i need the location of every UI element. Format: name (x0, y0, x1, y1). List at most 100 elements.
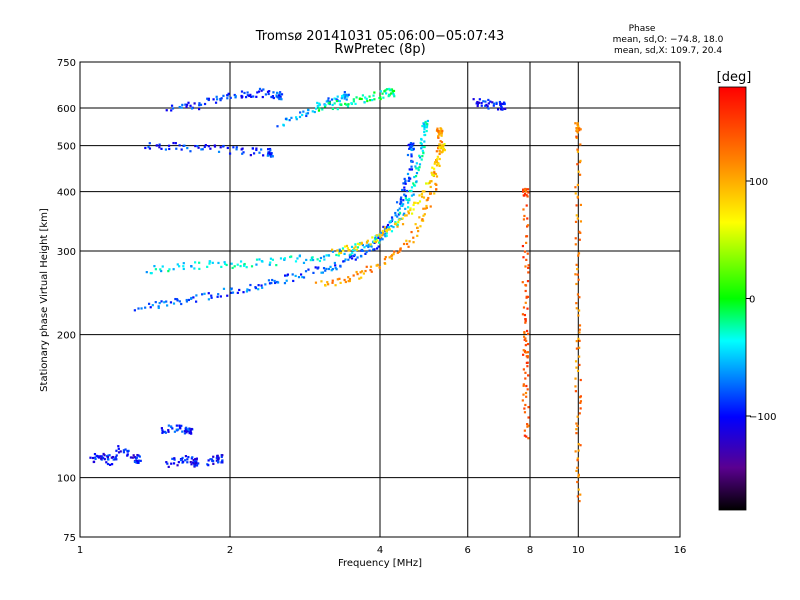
data-point (177, 461, 180, 464)
data-point (421, 218, 424, 221)
data-point (437, 136, 440, 139)
data-point (270, 153, 273, 156)
data-point (381, 234, 384, 237)
data-point (416, 226, 419, 229)
data-point (334, 264, 337, 267)
data-point (302, 261, 306, 264)
data-point (418, 163, 422, 166)
data-point (354, 249, 357, 252)
data-point (233, 265, 236, 268)
data-point (367, 245, 370, 249)
data-point (211, 261, 214, 264)
data-point (106, 456, 110, 459)
data-point (407, 206, 410, 209)
data-point (333, 97, 336, 100)
data-point (328, 102, 331, 106)
data-point (440, 144, 444, 147)
data-point (344, 258, 347, 261)
data-point (384, 89, 387, 92)
data-point (438, 150, 441, 153)
data-point (311, 256, 314, 259)
data-point (236, 291, 239, 294)
data-point (219, 295, 222, 298)
data-point (220, 97, 223, 100)
data-point (158, 146, 161, 149)
data-point (135, 456, 138, 459)
data-point (199, 103, 203, 106)
data-point (129, 456, 133, 459)
data-point (578, 161, 582, 164)
data-point (423, 125, 426, 129)
data-point (348, 279, 351, 283)
x-tick-label: 1 (77, 545, 83, 556)
data-point (204, 144, 207, 147)
data-point (257, 288, 260, 291)
data-point (523, 331, 526, 334)
stats-heading: Phase (629, 24, 656, 34)
data-point (440, 151, 443, 154)
data-point (117, 451, 121, 454)
data-point (250, 265, 254, 268)
data-point (256, 91, 259, 94)
data-point (167, 430, 170, 433)
data-point (183, 430, 186, 433)
data-point (576, 459, 579, 462)
data-point (406, 172, 410, 176)
data-point (234, 95, 237, 98)
data-point (525, 241, 528, 244)
data-point (306, 112, 310, 115)
data-point (334, 284, 337, 287)
data-points (89, 87, 583, 503)
data-point (359, 271, 362, 274)
data-point (385, 234, 388, 238)
data-point (325, 267, 328, 271)
data-point (410, 194, 414, 197)
data-point (338, 248, 341, 251)
data-point (318, 259, 322, 263)
x-axis-ticks: 1 2 4 6 8 10 16 (77, 545, 687, 556)
data-point (316, 258, 319, 261)
data-point (330, 269, 333, 272)
data-point (439, 147, 442, 150)
data-point (184, 427, 187, 430)
data-point (438, 157, 441, 161)
data-point (185, 300, 189, 303)
data-point (575, 302, 578, 305)
data-point (477, 101, 481, 104)
data-point (576, 122, 579, 125)
data-point (294, 260, 298, 263)
data-point (360, 270, 364, 273)
data-point (195, 458, 198, 461)
data-point (235, 148, 238, 151)
data-point (388, 228, 392, 231)
data-point (346, 105, 350, 108)
data-point (295, 118, 298, 121)
data-point (423, 133, 426, 137)
data-point (410, 168, 414, 171)
data-point (378, 233, 381, 236)
data-point (372, 94, 375, 97)
data-point (322, 267, 326, 270)
data-point (521, 399, 524, 402)
data-point (180, 106, 183, 109)
data-point (385, 88, 389, 91)
data-point (417, 229, 420, 233)
data-point (356, 273, 359, 276)
data-point (436, 127, 439, 130)
data-point (226, 94, 229, 97)
data-point (424, 207, 427, 210)
data-point (574, 220, 578, 223)
data-point (203, 292, 206, 295)
data-point (403, 186, 406, 189)
data-point (209, 147, 212, 150)
data-point (346, 95, 349, 98)
data-point (257, 284, 260, 287)
data-point (409, 146, 412, 149)
data-point (354, 245, 357, 248)
stats-line-o: mean, sd,O: −74.8, 18.0 (613, 35, 724, 45)
data-point (411, 143, 414, 146)
data-point (261, 260, 264, 263)
data-point (150, 272, 153, 275)
data-point (578, 346, 581, 349)
data-point (170, 109, 173, 112)
